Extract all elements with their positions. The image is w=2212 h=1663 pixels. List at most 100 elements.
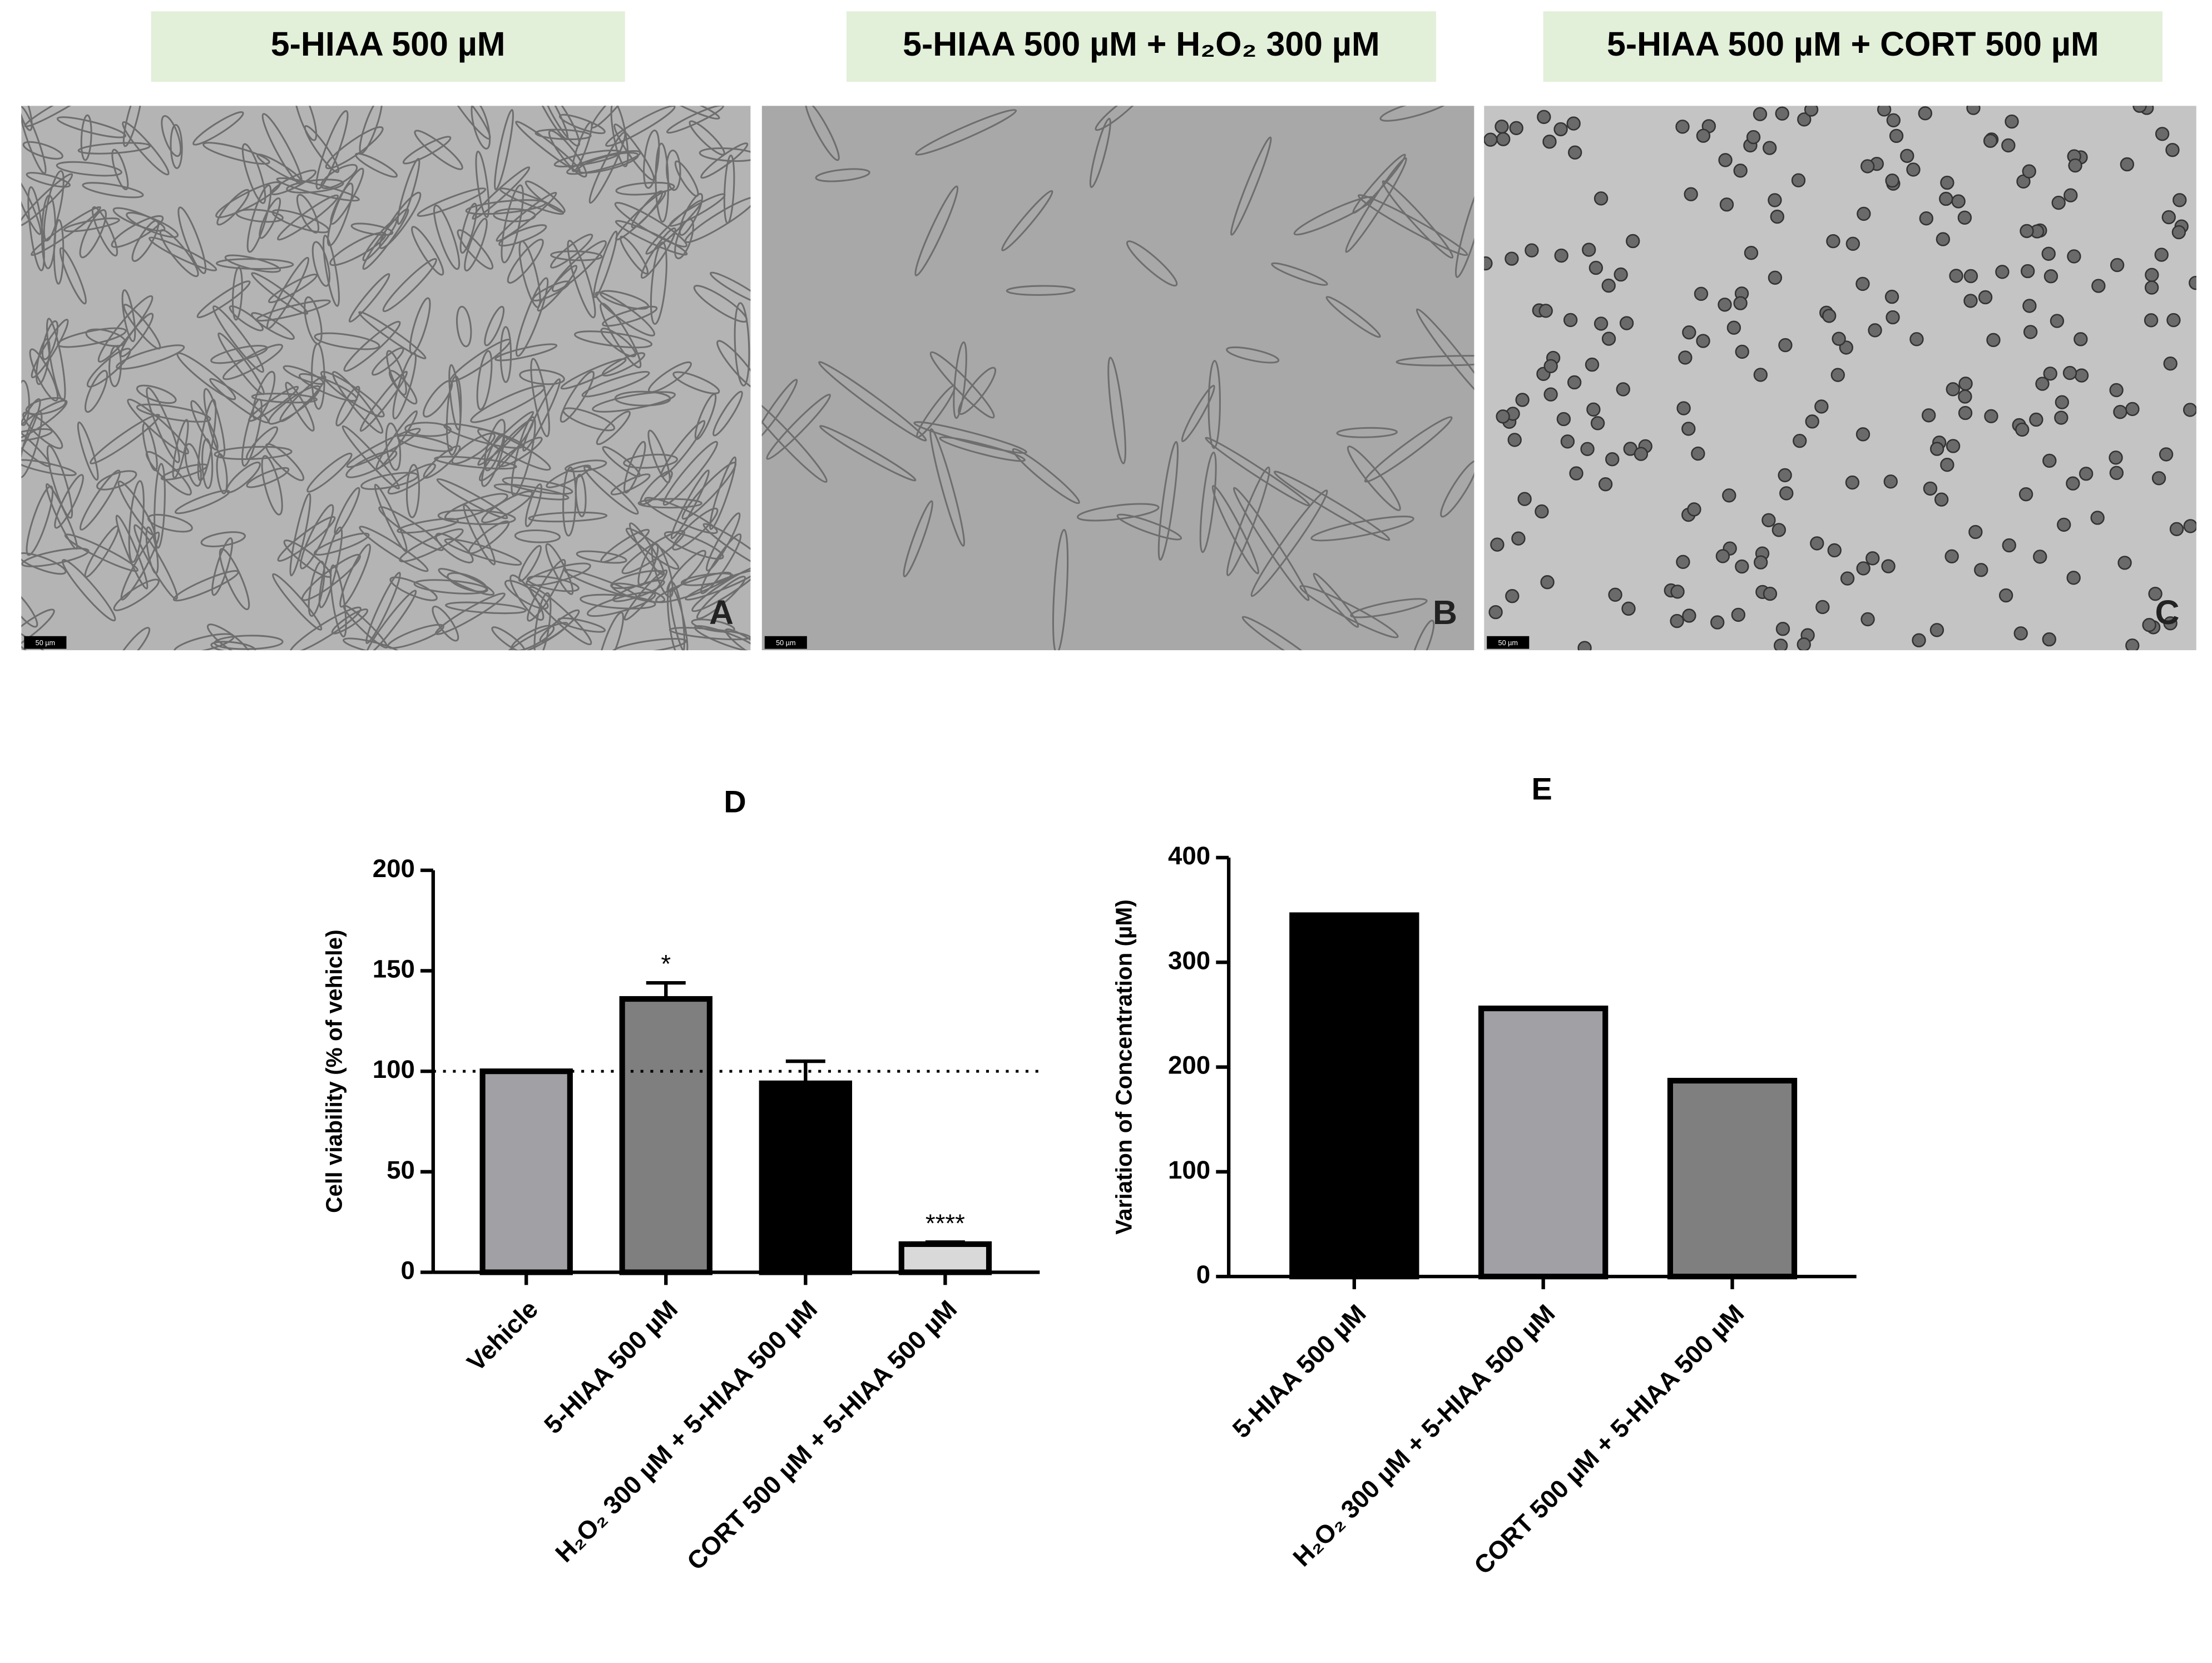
- cell: [586, 591, 656, 617]
- cell: [595, 291, 655, 336]
- cell: [246, 467, 290, 488]
- cell: [1670, 585, 1685, 599]
- cell: [1744, 246, 1759, 260]
- cell: [21, 459, 77, 477]
- bar: [1478, 1005, 1609, 1280]
- cell: [1585, 357, 1600, 372]
- cell: [1855, 276, 1870, 291]
- cell: [174, 489, 230, 514]
- cell: [1598, 477, 1613, 492]
- cell: [662, 441, 719, 506]
- error-bar: [785, 1059, 825, 1083]
- cell: [1731, 607, 1746, 622]
- cell: [1012, 448, 1080, 504]
- cell: [592, 391, 676, 413]
- cell: [2125, 638, 2140, 651]
- cell: [2142, 618, 2156, 632]
- cell: [2051, 195, 2066, 210]
- cell: [259, 197, 281, 239]
- cell: [26, 172, 71, 188]
- cell: [766, 393, 831, 460]
- cell: [1505, 589, 1520, 603]
- cell: [1753, 107, 1768, 121]
- cell: [716, 340, 751, 391]
- cell: [1484, 256, 1493, 271]
- cell: [212, 305, 265, 373]
- cell: [1273, 471, 1390, 541]
- cell: [299, 504, 334, 570]
- cell: [1929, 623, 1944, 637]
- cell: [504, 622, 568, 651]
- cell: [1634, 447, 1649, 461]
- cell: [56, 161, 122, 177]
- cell: [1293, 196, 1374, 236]
- panel-header: [151, 11, 625, 82]
- cell: [1845, 475, 1860, 490]
- y-tick-label: 200: [1168, 1051, 1210, 1080]
- cell: [24, 106, 95, 127]
- cell: [1199, 452, 1217, 553]
- cell: [459, 202, 478, 254]
- cell: [359, 370, 408, 432]
- significance-label: *: [661, 950, 671, 978]
- cell: [939, 436, 1026, 462]
- cell: [365, 572, 401, 644]
- cell: [612, 637, 687, 651]
- cell: [323, 235, 340, 307]
- cell: [1336, 427, 1398, 438]
- cell: [435, 532, 474, 563]
- cell: [2144, 313, 2159, 328]
- cell: [43, 170, 65, 242]
- cell: [560, 370, 595, 423]
- cell: [202, 142, 270, 165]
- cell: [22, 412, 63, 449]
- cell: [527, 575, 580, 592]
- cell: [693, 285, 748, 323]
- scale-bar-bg: [764, 636, 807, 649]
- cell: [1856, 561, 1870, 576]
- cell: [553, 149, 622, 167]
- cell: [378, 506, 444, 551]
- cell: [672, 507, 719, 551]
- cell: [145, 526, 159, 575]
- cell: [1230, 136, 1272, 236]
- cell: [493, 483, 570, 501]
- cell: [564, 459, 607, 473]
- cell: [1525, 243, 1539, 258]
- cell: [2023, 325, 2038, 339]
- cell: [1775, 106, 1789, 121]
- panel-title: 5-HIAA 500 µM + H₂O₂ 300 µM: [903, 25, 1380, 63]
- cell: [331, 608, 369, 635]
- cell: [1684, 187, 1698, 201]
- y-tick-label: 50: [387, 1156, 415, 1184]
- cell: [362, 219, 398, 261]
- cell: [691, 618, 735, 633]
- cell: [1181, 384, 1215, 442]
- cell: [2066, 571, 2081, 585]
- cell: [1676, 401, 1691, 415]
- cell: [84, 369, 108, 413]
- cell: [660, 420, 706, 478]
- cell: [815, 168, 870, 182]
- cell: [225, 461, 261, 493]
- y-tick-label: 200: [373, 854, 415, 883]
- cell: [2144, 280, 2159, 295]
- cell: [85, 328, 126, 347]
- scale-bar-label: 50 µm: [1498, 639, 1518, 647]
- cell: [203, 388, 226, 458]
- cell: [174, 633, 235, 651]
- cell: [63, 217, 120, 232]
- cell: [1974, 563, 1988, 577]
- cell: [2043, 367, 2057, 381]
- cell: [1944, 549, 1959, 564]
- cell: [1797, 637, 1811, 651]
- cell: [77, 142, 151, 155]
- cell: [1535, 504, 1549, 519]
- cell: [615, 220, 688, 256]
- cell: [1345, 157, 1407, 253]
- cell: [611, 582, 666, 603]
- cell: [1814, 399, 1829, 414]
- cell: [761, 379, 798, 442]
- cell: [1582, 242, 1596, 257]
